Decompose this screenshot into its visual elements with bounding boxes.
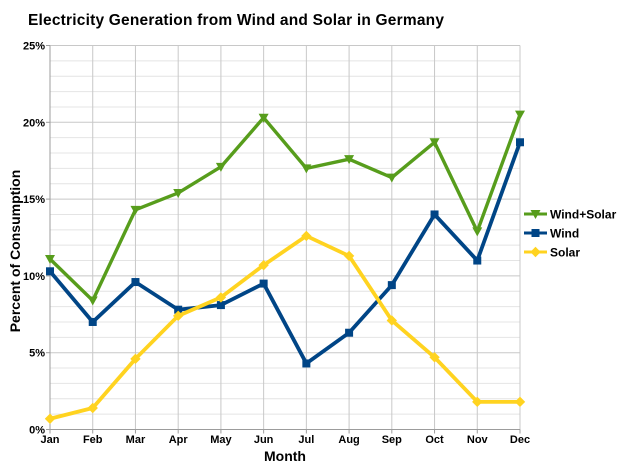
marker-wind-solar <box>344 155 355 165</box>
x-tick-label-may: May <box>210 434 232 446</box>
x-tick-label-nov: Nov <box>467 434 489 446</box>
marker-wind-solar <box>301 164 312 174</box>
marker-wind <box>430 210 439 219</box>
y-tick-label: 10% <box>23 271 45 283</box>
x-tick-label-jul: Jul <box>298 434 314 446</box>
legend-item-wind-solar: Wind+Solar <box>524 208 617 222</box>
x-axis-title: Month <box>264 448 306 464</box>
x-tick-label-apr: Apr <box>169 434 189 446</box>
marker-wind-solar <box>515 110 525 120</box>
x-tick-label-feb: Feb <box>83 434 103 446</box>
y-tick-label: 15% <box>23 194 45 206</box>
legend-label-wind-solar: Wind+Solar <box>550 208 617 222</box>
marker-solar <box>172 310 184 322</box>
y-tick-label: 20% <box>23 117 45 129</box>
marker-solar <box>215 292 227 303</box>
marker-wind-solar <box>472 227 483 237</box>
marker-solar <box>87 402 98 414</box>
marker-solar <box>44 413 56 424</box>
x-tick-label-mar: Mar <box>126 434 146 446</box>
marker-wind <box>216 301 225 310</box>
marker-wind-solar <box>215 162 226 172</box>
legend-marker-square-icon <box>531 229 540 237</box>
marker-solar <box>343 250 355 262</box>
marker-wind-solar <box>173 188 184 198</box>
x-tick-label-jun: Jun <box>254 434 274 446</box>
marker-wind <box>88 317 97 326</box>
marker-wind <box>473 256 482 265</box>
x-tick-label-aug: Aug <box>338 434 359 446</box>
marker-solar <box>301 230 312 242</box>
series-line-wind <box>48 141 522 366</box>
marker-solar <box>386 315 398 326</box>
marker-wind <box>345 328 354 337</box>
marker-wind <box>387 281 396 290</box>
y-tick-label: 25% <box>23 41 45 53</box>
marker-wind <box>302 359 311 368</box>
x-tick-label-dec: Dec <box>510 434 530 446</box>
marker-solar <box>258 259 269 271</box>
marker-wind <box>131 278 140 287</box>
marker-solar <box>130 353 141 365</box>
legend-item-wind: Wind <box>524 227 579 241</box>
marker-wind-solar <box>45 255 55 265</box>
legend-label-solar: Solar <box>550 246 580 260</box>
marker-solar <box>514 396 526 408</box>
series-line-solar <box>49 234 520 421</box>
legend-marker-diamond-icon <box>530 246 541 258</box>
legend-marker-arrow-down-icon <box>530 210 541 219</box>
marker-wind-solar <box>130 205 141 215</box>
marker-wind-solar <box>87 296 98 306</box>
marker-solar <box>429 352 440 363</box>
chart-title: Electricity Generation from Wind and Sol… <box>28 12 445 29</box>
marker-wind <box>174 305 183 314</box>
marker-wind-solar <box>386 173 397 183</box>
marker-wind <box>259 279 268 288</box>
marker-wind-solar <box>258 113 269 123</box>
y-tick-label: 0% <box>29 425 45 437</box>
marker-solar <box>472 396 483 408</box>
x-tick-label-jan: Jan <box>41 434 60 446</box>
x-tick-label-oct: Oct <box>425 434 444 446</box>
x-tick-label-sep: Sep <box>382 434 402 446</box>
series-line-wind-solar <box>48 114 522 303</box>
marker-wind-solar <box>429 138 440 148</box>
marker-wind <box>46 267 54 276</box>
legend-item-solar: Solar <box>524 246 580 260</box>
y-tick-label: 5% <box>29 348 45 360</box>
legend-label-wind: Wind <box>550 227 579 241</box>
marker-wind <box>516 138 524 147</box>
